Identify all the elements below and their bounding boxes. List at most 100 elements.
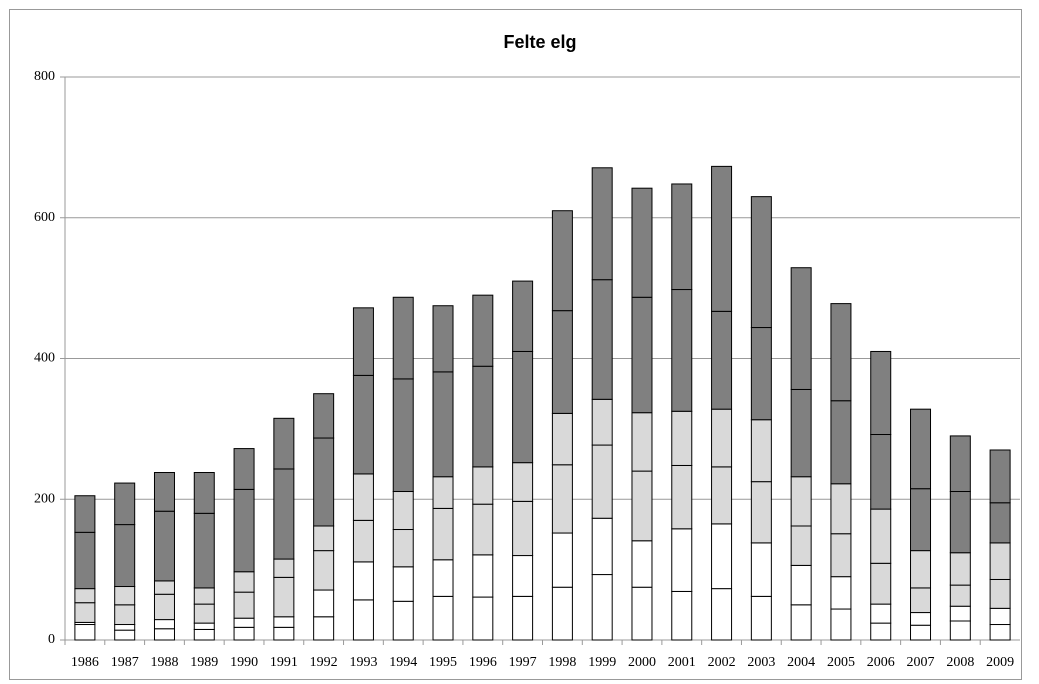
- bar-segment: [392, 566, 414, 602]
- bar-segment: [273, 468, 295, 560]
- bar-segment: [910, 612, 932, 626]
- bar-segment: [989, 542, 1011, 580]
- bar-segment: [153, 628, 175, 641]
- bar-segment: [750, 595, 772, 641]
- bar-segment: [989, 578, 1011, 609]
- bar-segment: [233, 448, 255, 490]
- bar-segment: [432, 559, 454, 597]
- bar-segment: [830, 533, 852, 578]
- chart-title: Felte elg: [503, 32, 576, 52]
- bar-segment: [193, 587, 215, 605]
- bar-segment: [512, 595, 534, 641]
- x-tick-label: 1990: [230, 655, 258, 670]
- x-tick-label: 2009: [986, 655, 1014, 670]
- bar-segment: [551, 210, 573, 312]
- bar-segment: [432, 476, 454, 509]
- bar-segment: [671, 590, 693, 641]
- bar-segment: [631, 540, 653, 588]
- bar-segment: [512, 280, 534, 352]
- bar-segment: [551, 532, 573, 588]
- bar-segment: [750, 327, 772, 421]
- bar-segment: [432, 305, 454, 373]
- bar-segment: [910, 624, 932, 641]
- x-tick-label: 1992: [310, 655, 338, 670]
- bar-segment: [153, 472, 175, 512]
- bar-segment: [392, 529, 414, 568]
- bar-segment: [233, 591, 255, 619]
- x-tick-label: 1998: [548, 655, 576, 670]
- bar-segment: [671, 464, 693, 530]
- x-tick-label: 2003: [747, 655, 775, 670]
- bar-segment: [153, 593, 175, 621]
- bar-segment: [392, 491, 414, 531]
- bar-segment: [114, 629, 136, 641]
- bar-segment: [910, 488, 932, 552]
- bar-segment: [870, 350, 892, 436]
- bar-segment: [153, 510, 175, 582]
- bar-segment: [671, 183, 693, 291]
- bar-segment: [512, 462, 534, 502]
- bar-segment: [352, 561, 374, 601]
- y-tick-label: 0: [48, 632, 55, 647]
- bar-segment: [910, 408, 932, 490]
- bar-segment: [472, 503, 494, 556]
- bar-segment: [830, 303, 852, 402]
- bar-segment: [472, 554, 494, 598]
- bar-segment: [313, 550, 335, 591]
- bar-segment: [472, 466, 494, 505]
- bar-segment: [233, 488, 255, 573]
- bar-segment: [551, 412, 573, 466]
- x-tick-label: 2000: [628, 655, 656, 670]
- bar-segment: [472, 365, 494, 468]
- bar-segment: [870, 508, 892, 564]
- bar-segment: [551, 586, 573, 641]
- bar-segment: [392, 378, 414, 493]
- bar-segment: [910, 550, 932, 589]
- bar-segment: [233, 571, 255, 593]
- bar-segment: [512, 500, 534, 557]
- y-tick-label: 600: [34, 210, 55, 225]
- bar-segment: [989, 607, 1011, 626]
- bar-segment: [790, 564, 812, 606]
- x-tick-label: 1993: [349, 655, 377, 670]
- bar-segment: [949, 605, 971, 622]
- bar-segment: [273, 626, 295, 641]
- bar-segment: [750, 542, 772, 597]
- bar-segment: [551, 464, 573, 534]
- bar-segment: [352, 519, 374, 563]
- bar-segment: [671, 528, 693, 592]
- x-tick-label: 2007: [907, 655, 935, 670]
- x-tick-label: 2005: [827, 655, 855, 670]
- x-tick-label: 1988: [150, 655, 178, 670]
- bar-segment: [989, 449, 1011, 504]
- bar-segment: [631, 412, 653, 472]
- bar-segment: [830, 576, 852, 610]
- bar-segment: [392, 296, 414, 380]
- bar-segment: [870, 562, 892, 605]
- bar-segment: [551, 310, 573, 414]
- bar-segment: [114, 586, 136, 606]
- bar-segment: [870, 434, 892, 510]
- bar-segment: [193, 622, 215, 630]
- bar-segment: [671, 410, 693, 466]
- x-tick-label: 1991: [270, 655, 298, 670]
- bar-segment: [870, 622, 892, 641]
- x-tick-label: 1987: [111, 655, 139, 670]
- bar-segment: [949, 552, 971, 586]
- x-tick-label: 1989: [190, 655, 218, 670]
- bar-segment: [352, 599, 374, 641]
- bar-segment: [989, 502, 1011, 544]
- bar-segment: [352, 473, 374, 521]
- bar-segment: [750, 196, 772, 329]
- x-tick-label: 1997: [509, 655, 537, 670]
- bar-segment: [74, 531, 96, 590]
- bar-segment: [472, 294, 494, 367]
- bar-segment: [949, 584, 971, 607]
- bar-segment: [711, 466, 733, 525]
- bar-segment: [233, 617, 255, 628]
- bar-segment: [790, 267, 812, 390]
- bar-segment: [313, 437, 335, 527]
- bar-segment: [432, 507, 454, 561]
- x-tick-label: 2008: [946, 655, 974, 670]
